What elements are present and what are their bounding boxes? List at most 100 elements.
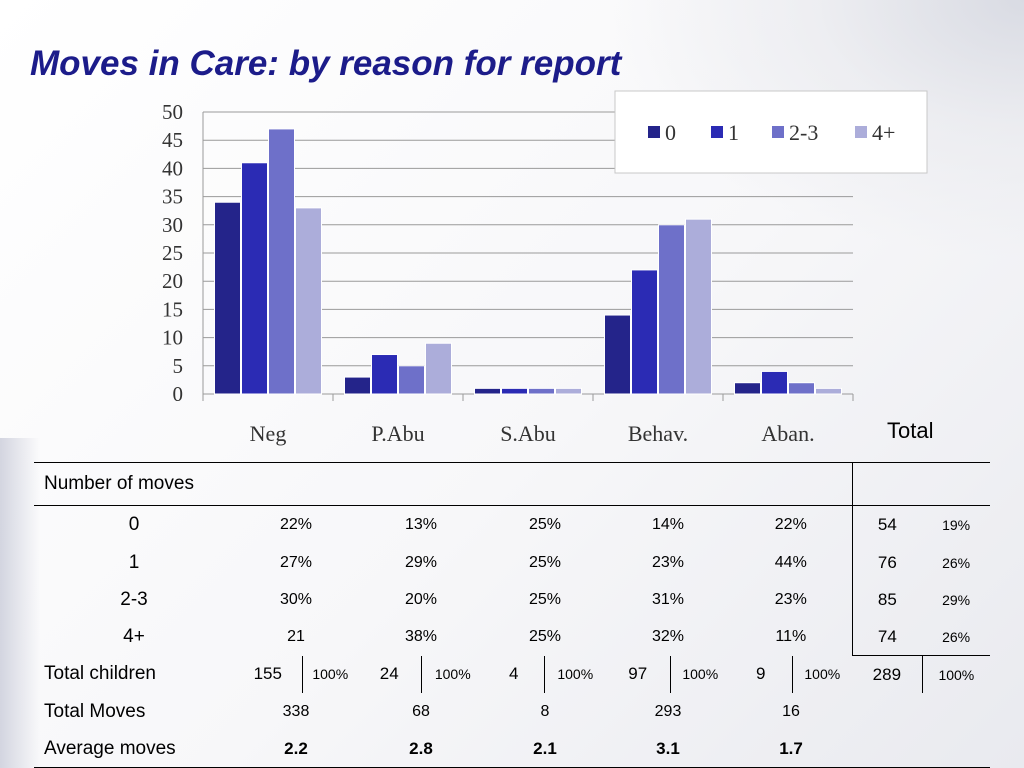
- table-cell: 22%: [774, 516, 807, 533]
- legend-label: 0: [665, 120, 676, 145]
- y-tick-label: 50: [162, 100, 183, 124]
- y-tick-label: 35: [162, 185, 183, 209]
- y-tick-label: 0: [173, 382, 184, 406]
- bar-pabu-series-2: [398, 365, 425, 395]
- table-cell: 32%: [651, 627, 685, 645]
- table-cell: 22%: [279, 516, 313, 533]
- y-axis-ticks: 0 5 10 15 20 25 30 35 40 45 50: [162, 100, 183, 406]
- table-row: 2-3 30% 20% 25% 31% 23% 85 29%: [34, 581, 990, 618]
- bar-aban-series-2: [788, 382, 815, 395]
- table-cell: 155: [253, 664, 282, 684]
- table-row: 1 27% 29% 25% 23% 44% 76 26%: [34, 544, 990, 581]
- total-cell: 76: [851, 544, 923, 581]
- bar-sabu-series-1: [501, 387, 528, 395]
- table-cell: 25%: [528, 627, 562, 645]
- pct-cell: 100%: [420, 655, 484, 693]
- table-cell: 1.7: [730, 730, 853, 768]
- pct-cell: 100%: [669, 655, 730, 693]
- table-row-average-moves: Average moves 2.2 2.8 2.1 3.1 1.7: [34, 730, 991, 768]
- total-cell: 74: [851, 618, 923, 656]
- table-cell: 3.1: [606, 730, 730, 768]
- table-cell: 2.2: [234, 730, 358, 768]
- table-cell: 8: [540, 702, 550, 720]
- table-cell: 16: [782, 702, 800, 720]
- row-label: 1: [128, 551, 140, 573]
- table-cell: 20%: [404, 590, 438, 608]
- table-cell: 68: [412, 702, 430, 720]
- table-cell: 14%: [651, 516, 685, 533]
- total-pct-cell: 29%: [942, 591, 971, 608]
- total-pct-cell: 26%: [942, 554, 971, 571]
- table-cell: 25%: [528, 553, 562, 571]
- table-cell: 25%: [528, 590, 562, 608]
- legend-swatch: [711, 126, 723, 138]
- legend-swatch: [772, 126, 784, 138]
- total-pct-cell: 19%: [942, 517, 971, 533]
- table-cell: 21: [287, 627, 305, 645]
- legend-label: 4+: [872, 120, 895, 145]
- y-tick-label: 20: [162, 269, 183, 293]
- table-cell: 44%: [774, 553, 807, 571]
- total-pct-cell: 100%: [921, 655, 991, 693]
- x-category-label: P.Abu: [371, 421, 424, 446]
- page-title: Moves in Care: by reason for report: [30, 44, 622, 83]
- bar-aban-series-1: [761, 370, 788, 395]
- total-cell: 54: [851, 505, 923, 544]
- x-category-label: S.Abu: [500, 421, 556, 446]
- table-cell: 23%: [774, 590, 807, 608]
- bar-sabu-series-2: [528, 387, 555, 395]
- table-cell: 30%: [279, 590, 313, 608]
- bar-pabu-series-3: [425, 342, 452, 395]
- table-cell: 4: [509, 664, 519, 684]
- table-row: 4+ 21 38% 25% 32% 11% 74 26%: [34, 618, 991, 656]
- table-cell: 13%: [404, 516, 438, 533]
- bar-neg-series-3: [295, 207, 322, 395]
- bar-behav-series-1: [631, 269, 658, 395]
- bar-aban-series-0: [734, 382, 761, 395]
- x-category-label: Neg: [250, 421, 287, 446]
- table-header: Number of moves: [34, 462, 853, 506]
- bar-sabu-series-0: [474, 387, 501, 395]
- table-cell: 25%: [528, 516, 562, 533]
- row-label: 4+: [123, 625, 145, 647]
- y-tick-label: 25: [162, 241, 183, 265]
- pct-cell: 100%: [301, 655, 358, 693]
- bar-pabu-series-1: [371, 354, 398, 395]
- pct-cell: 100%: [791, 655, 853, 693]
- bar-behav-series-2: [658, 224, 685, 395]
- table-cell: 293: [654, 702, 682, 720]
- y-tick-label: 5: [173, 354, 184, 378]
- row-label: Total Moves: [44, 700, 146, 722]
- x-axis-categories: Neg P.Abu S.Abu Behav. Aban.: [250, 421, 815, 446]
- legend-swatch: [648, 126, 660, 138]
- y-tick-label: 15: [162, 297, 183, 321]
- table-row: 0 22% 13% 25% 14% 22% 54 19%: [34, 505, 990, 544]
- table-cell: 2.1: [484, 730, 606, 768]
- bar-behav-series-0: [604, 314, 631, 395]
- bar-sabu-series-3: [555, 387, 582, 395]
- bar-neg-series-0: [214, 201, 241, 395]
- table-cell: 29%: [404, 553, 438, 571]
- table-cell: 23%: [651, 553, 685, 571]
- row-label: Total children: [44, 663, 156, 685]
- legend-label: 1: [728, 120, 739, 145]
- table-cell: 9: [756, 664, 766, 684]
- moves-table: Number of moves 0 22% 13% 25% 14% 22% 54…: [34, 462, 991, 768]
- table-cell: 27%: [279, 553, 313, 571]
- table-header-row: Number of moves: [34, 462, 991, 506]
- bar-aban-series-3: [815, 387, 842, 395]
- table-row-total-moves: Total Moves 338 68 8 293 16: [34, 693, 990, 730]
- row-label: Average moves: [34, 730, 234, 768]
- y-tick-label: 45: [162, 128, 183, 152]
- y-tick-label: 30: [162, 213, 183, 237]
- total-cell: 85: [851, 581, 923, 618]
- x-category-label: Aban.: [761, 421, 814, 446]
- row-label: 0: [128, 514, 140, 535]
- table-cell: 31%: [651, 590, 685, 608]
- table-cell: 97: [628, 664, 648, 684]
- legend-label: 2-3: [789, 120, 818, 145]
- table-cell: 11%: [775, 627, 807, 645]
- x-category-label: Behav.: [628, 421, 688, 446]
- row-label: 2-3: [120, 588, 148, 610]
